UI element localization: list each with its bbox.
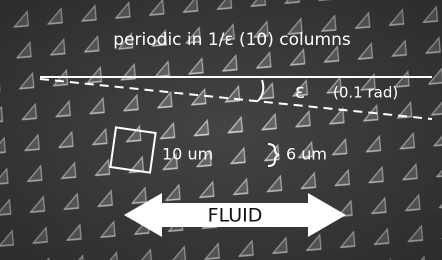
micrograph: periodic in 1/ε (10) columns ε (0.1 rad)… xyxy=(0,0,442,260)
angle-label: (0.1 rad) xyxy=(333,84,398,102)
square-label: 10 um xyxy=(162,145,213,164)
angle-symbol: ε xyxy=(295,81,305,103)
arrow-label: FLUID xyxy=(208,205,263,227)
title: periodic in 1/ε (10) columns xyxy=(113,30,351,50)
gap-label: 6 um xyxy=(286,145,327,164)
page: periodic in 1/ε (10) columns ε (0.1 rad)… xyxy=(0,0,442,260)
